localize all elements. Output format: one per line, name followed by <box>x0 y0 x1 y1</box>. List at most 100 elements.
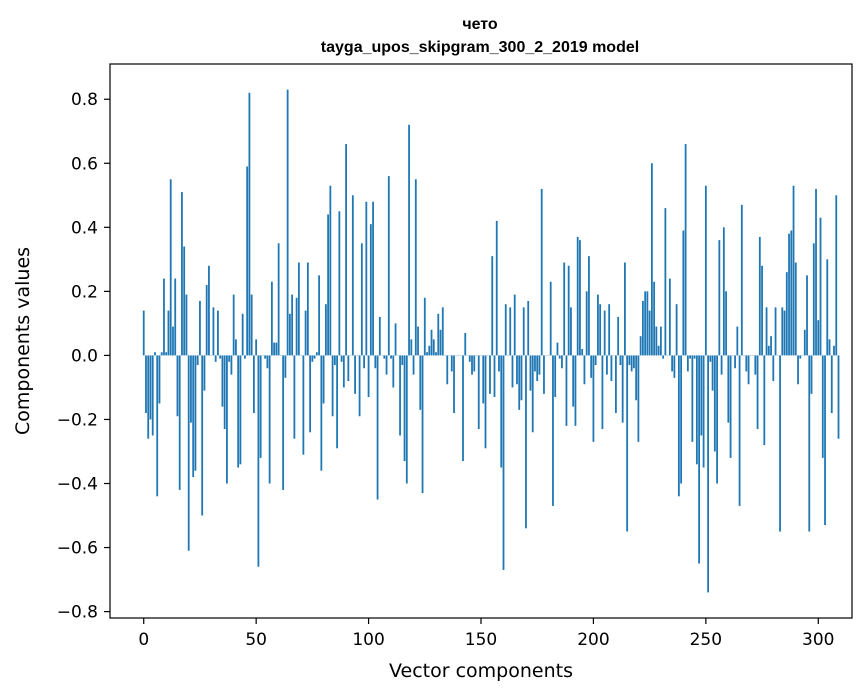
bar <box>437 313 440 356</box>
bar <box>774 307 777 356</box>
bar <box>713 355 716 452</box>
bar <box>154 352 156 356</box>
bar <box>244 355 246 359</box>
bar <box>758 236 761 356</box>
bar <box>369 224 372 356</box>
bar <box>385 355 388 375</box>
bar <box>686 355 689 372</box>
bar <box>558 355 561 359</box>
bar <box>468 355 471 362</box>
bar <box>428 345 431 356</box>
bar <box>585 291 588 356</box>
bar <box>145 355 147 414</box>
bar <box>781 307 784 356</box>
bar <box>554 355 557 398</box>
bar <box>619 355 622 366</box>
bar <box>695 355 698 465</box>
bar <box>572 355 575 407</box>
bar <box>561 355 563 369</box>
bar <box>763 355 766 446</box>
bar <box>320 355 323 471</box>
bar <box>810 355 813 394</box>
bar <box>799 355 802 359</box>
bar <box>761 265 763 356</box>
bar <box>403 355 406 462</box>
bar <box>199 300 201 356</box>
bar <box>531 355 534 433</box>
bar <box>664 208 667 356</box>
bar <box>817 320 820 356</box>
bar <box>511 355 514 388</box>
bar <box>446 355 449 385</box>
bar <box>399 355 401 436</box>
bar <box>149 355 152 420</box>
bar <box>432 339 435 356</box>
bar <box>327 214 329 356</box>
bar <box>383 355 386 359</box>
bar <box>567 265 570 356</box>
bar <box>248 92 251 356</box>
bar <box>637 355 640 442</box>
bar <box>498 355 500 372</box>
bar <box>646 291 649 356</box>
bar <box>633 355 635 369</box>
bar <box>828 339 831 356</box>
bar <box>788 233 790 356</box>
bar <box>657 345 660 356</box>
bar <box>266 355 269 369</box>
x-axis-ticks: 0 50 100 150 200 250 300 <box>138 618 834 650</box>
bar <box>785 272 788 356</box>
bar <box>408 124 410 356</box>
bar <box>293 355 296 439</box>
bar <box>365 201 368 356</box>
bar <box>601 355 604 430</box>
bar <box>525 355 527 529</box>
bar <box>178 355 181 490</box>
bar <box>291 294 294 356</box>
y-tick-label: −0.6 <box>57 539 98 559</box>
bar <box>635 355 638 401</box>
bar <box>543 355 545 394</box>
bar <box>610 355 613 382</box>
bar <box>754 355 757 375</box>
bar <box>673 355 676 378</box>
bar <box>576 236 579 356</box>
bar <box>268 355 271 484</box>
bar <box>538 355 541 375</box>
bar <box>378 316 381 356</box>
bar <box>756 355 759 430</box>
bar <box>513 294 516 356</box>
bar <box>340 355 343 362</box>
bar <box>628 355 631 366</box>
bar <box>473 355 476 372</box>
bar <box>736 326 739 356</box>
bar <box>185 294 188 356</box>
bar <box>491 256 494 356</box>
bar <box>241 313 244 356</box>
bar <box>718 240 721 356</box>
bar <box>387 176 390 356</box>
bar <box>495 220 498 356</box>
bar <box>235 339 237 356</box>
bar <box>257 355 260 567</box>
bar <box>824 355 826 526</box>
bar <box>151 355 154 436</box>
bar <box>226 355 228 484</box>
bar <box>597 294 599 356</box>
bar <box>322 355 325 404</box>
x-tick-label: 0 <box>138 630 149 650</box>
bar <box>223 355 226 430</box>
bar <box>158 355 161 404</box>
bar <box>534 355 536 372</box>
bar <box>579 240 581 356</box>
bar <box>648 310 651 356</box>
y-axis-label: Components values <box>12 247 34 435</box>
bar <box>412 355 415 375</box>
bar <box>201 355 204 516</box>
bar <box>815 188 817 356</box>
bar <box>333 355 336 366</box>
bar <box>232 294 235 356</box>
bar <box>621 355 624 423</box>
x-axis-label: Vector components <box>389 660 573 682</box>
bar <box>536 355 539 382</box>
